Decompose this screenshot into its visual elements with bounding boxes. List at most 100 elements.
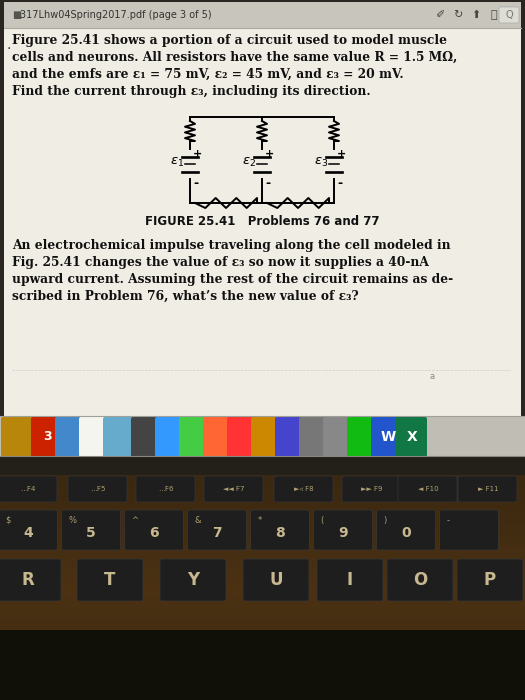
Bar bbox=[0, 610, 525, 615]
FancyBboxPatch shape bbox=[187, 510, 247, 550]
Bar bbox=[4, 2, 521, 418]
FancyBboxPatch shape bbox=[275, 417, 307, 457]
Text: -: - bbox=[193, 177, 198, 190]
FancyBboxPatch shape bbox=[395, 417, 427, 457]
Bar bbox=[0, 511, 525, 515]
Bar bbox=[0, 696, 525, 700]
Text: *: * bbox=[257, 516, 262, 525]
FancyBboxPatch shape bbox=[227, 417, 259, 457]
Bar bbox=[0, 456, 525, 476]
FancyBboxPatch shape bbox=[457, 559, 523, 601]
Bar bbox=[0, 678, 525, 682]
FancyBboxPatch shape bbox=[1, 417, 33, 457]
Text: ►◃ F8: ►◃ F8 bbox=[294, 486, 314, 492]
Text: -: - bbox=[446, 516, 449, 525]
Text: %: % bbox=[68, 516, 77, 525]
Text: ◄◄ F7: ◄◄ F7 bbox=[223, 486, 245, 492]
FancyBboxPatch shape bbox=[317, 559, 383, 601]
FancyBboxPatch shape bbox=[0, 559, 61, 601]
Bar bbox=[0, 691, 525, 696]
Bar bbox=[0, 547, 525, 552]
Text: 0: 0 bbox=[401, 526, 411, 540]
Text: 4: 4 bbox=[23, 526, 33, 540]
Bar bbox=[0, 574, 525, 578]
FancyBboxPatch shape bbox=[387, 559, 453, 601]
Bar bbox=[0, 615, 525, 619]
Text: 3: 3 bbox=[44, 430, 52, 444]
Text: .: . bbox=[6, 38, 10, 52]
FancyBboxPatch shape bbox=[499, 7, 519, 23]
FancyBboxPatch shape bbox=[61, 510, 121, 550]
Bar bbox=[0, 493, 525, 498]
Bar bbox=[0, 619, 525, 624]
Text: ⬆: ⬆ bbox=[471, 10, 481, 20]
Bar bbox=[0, 475, 525, 700]
FancyBboxPatch shape bbox=[79, 417, 111, 457]
Text: cells and neurons. All resistors have the same value R = 1.5 MΩ,: cells and neurons. All resistors have th… bbox=[12, 51, 457, 64]
Bar bbox=[0, 480, 525, 484]
Text: …F6: …F6 bbox=[158, 486, 174, 492]
Bar bbox=[0, 606, 525, 610]
Text: ✐: ✐ bbox=[435, 10, 445, 20]
Bar bbox=[0, 515, 525, 520]
FancyBboxPatch shape bbox=[77, 559, 143, 601]
FancyBboxPatch shape bbox=[160, 559, 226, 601]
FancyBboxPatch shape bbox=[439, 510, 499, 550]
Text: $: $ bbox=[5, 516, 11, 525]
Bar bbox=[0, 475, 525, 480]
Text: R: R bbox=[22, 571, 34, 589]
Text: U: U bbox=[269, 571, 283, 589]
Bar bbox=[0, 637, 525, 641]
FancyBboxPatch shape bbox=[323, 417, 355, 457]
FancyBboxPatch shape bbox=[274, 476, 333, 502]
Bar bbox=[0, 587, 525, 592]
FancyBboxPatch shape bbox=[68, 476, 127, 502]
Bar bbox=[0, 578, 525, 583]
FancyBboxPatch shape bbox=[347, 417, 379, 457]
Text: -: - bbox=[337, 177, 342, 190]
FancyBboxPatch shape bbox=[371, 417, 403, 457]
Bar bbox=[0, 556, 525, 561]
Text: 317Lhw04Spring2017.pdf (page 3 of 5): 317Lhw04Spring2017.pdf (page 3 of 5) bbox=[20, 10, 212, 20]
Text: O: O bbox=[413, 571, 427, 589]
Bar bbox=[0, 489, 525, 493]
Bar bbox=[0, 498, 525, 502]
FancyBboxPatch shape bbox=[0, 476, 57, 502]
FancyBboxPatch shape bbox=[342, 476, 401, 502]
FancyBboxPatch shape bbox=[376, 510, 436, 550]
FancyBboxPatch shape bbox=[203, 417, 235, 457]
FancyBboxPatch shape bbox=[0, 510, 58, 550]
Bar bbox=[0, 650, 525, 655]
Bar bbox=[0, 646, 525, 650]
Text: ): ) bbox=[383, 516, 387, 525]
Text: +: + bbox=[337, 149, 346, 159]
Bar bbox=[4, 2, 521, 28]
Text: a: a bbox=[430, 372, 435, 381]
Bar bbox=[0, 596, 525, 601]
Bar bbox=[0, 641, 525, 646]
Bar bbox=[0, 633, 525, 637]
Text: FIGURE 25.41   Problems 76 and 77: FIGURE 25.41 Problems 76 and 77 bbox=[145, 215, 379, 228]
Bar bbox=[0, 630, 525, 700]
Text: 5: 5 bbox=[86, 526, 96, 540]
Bar bbox=[0, 583, 525, 587]
Text: Q: Q bbox=[505, 10, 513, 20]
Bar bbox=[0, 655, 525, 659]
FancyBboxPatch shape bbox=[299, 417, 331, 457]
Text: +: + bbox=[265, 149, 274, 159]
Text: ↻: ↻ bbox=[453, 10, 463, 20]
Text: ►► F9: ►► F9 bbox=[361, 486, 383, 492]
Text: ► F11: ► F11 bbox=[478, 486, 498, 492]
FancyBboxPatch shape bbox=[250, 510, 310, 550]
Text: &: & bbox=[194, 516, 201, 525]
FancyBboxPatch shape bbox=[31, 417, 63, 457]
FancyBboxPatch shape bbox=[155, 417, 187, 457]
Text: (: ( bbox=[320, 516, 324, 525]
FancyBboxPatch shape bbox=[204, 476, 263, 502]
Bar bbox=[0, 687, 525, 691]
Bar bbox=[0, 507, 525, 511]
Text: 8: 8 bbox=[275, 526, 285, 540]
Text: $\varepsilon_1$: $\varepsilon_1$ bbox=[170, 155, 184, 169]
Bar bbox=[0, 533, 525, 538]
Bar bbox=[0, 542, 525, 547]
